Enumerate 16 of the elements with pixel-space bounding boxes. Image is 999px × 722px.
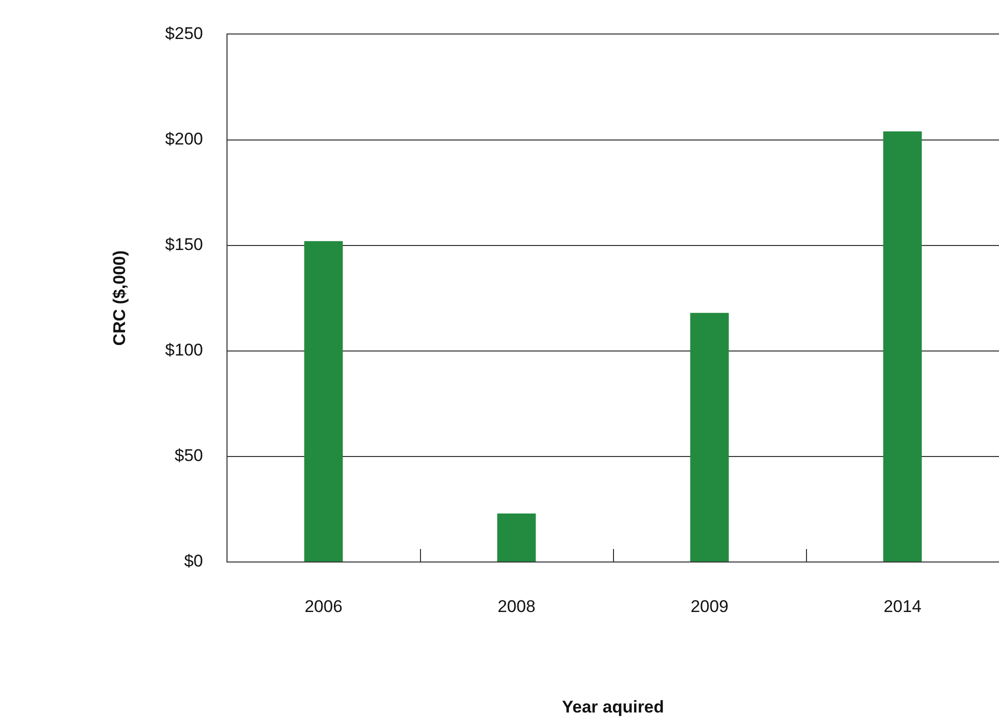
y-tick-label: $50 bbox=[174, 446, 203, 466]
y-tick-label: $0 bbox=[184, 552, 203, 571]
bar bbox=[690, 312, 729, 562]
x-tick-label: 2008 bbox=[498, 596, 536, 616]
bar bbox=[304, 241, 343, 562]
y-tick-label: $150 bbox=[165, 235, 203, 254]
x-axis-title: Year aquired bbox=[562, 697, 664, 716]
y-tick-label: $250 bbox=[165, 24, 203, 43]
y-tick-label: $100 bbox=[165, 340, 203, 360]
y-axis-title: CRC ($,000) bbox=[110, 250, 129, 346]
x-tick-label: 2014 bbox=[884, 596, 922, 616]
y-tick-label: $200 bbox=[165, 129, 203, 148]
bar bbox=[497, 513, 536, 562]
bar bbox=[883, 131, 922, 562]
x-tick-label: 2006 bbox=[304, 596, 342, 616]
x-tick-label: 2009 bbox=[690, 596, 728, 616]
